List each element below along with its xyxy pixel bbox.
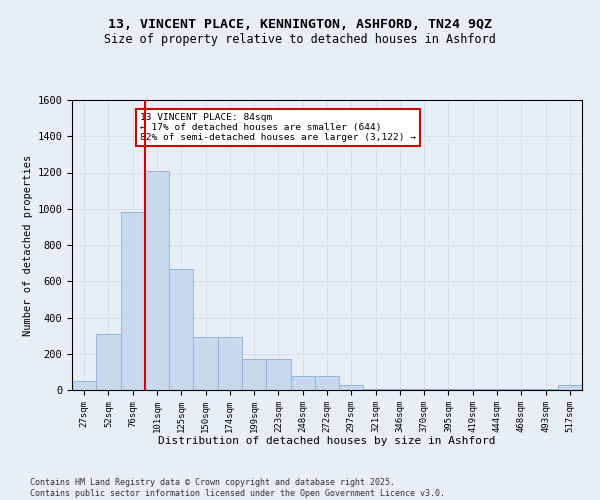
Bar <box>436 389 461 390</box>
Text: 13, VINCENT PLACE, KENNINGTON, ASHFORD, TN24 9QZ: 13, VINCENT PLACE, KENNINGTON, ASHFORD, … <box>108 18 492 30</box>
Bar <box>145 170 169 390</box>
Bar <box>72 381 96 390</box>
Bar <box>242 359 266 390</box>
Bar <box>461 389 485 390</box>
Bar <box>388 389 412 390</box>
Bar <box>485 389 509 390</box>
Text: Size of property relative to detached houses in Ashford: Size of property relative to detached ho… <box>104 32 496 46</box>
Text: 13 VINCENT PLACE: 84sqm
← 17% of detached houses are smaller (644)
82% of semi-d: 13 VINCENT PLACE: 84sqm ← 17% of detache… <box>140 112 416 142</box>
X-axis label: Distribution of detached houses by size in Ashford: Distribution of detached houses by size … <box>158 436 496 446</box>
Text: Contains HM Land Registry data © Crown copyright and database right 2025.
Contai: Contains HM Land Registry data © Crown c… <box>30 478 445 498</box>
Bar <box>193 338 218 390</box>
Bar <box>266 359 290 390</box>
Bar <box>121 212 145 390</box>
Bar <box>412 389 436 390</box>
Bar <box>364 389 388 390</box>
Bar <box>533 389 558 390</box>
Y-axis label: Number of detached properties: Number of detached properties <box>23 154 33 336</box>
Bar <box>169 268 193 390</box>
Bar <box>558 384 582 390</box>
Bar <box>339 384 364 390</box>
Bar <box>218 338 242 390</box>
Bar <box>509 389 533 390</box>
Bar <box>315 376 339 390</box>
Bar <box>96 334 121 390</box>
Bar <box>290 376 315 390</box>
